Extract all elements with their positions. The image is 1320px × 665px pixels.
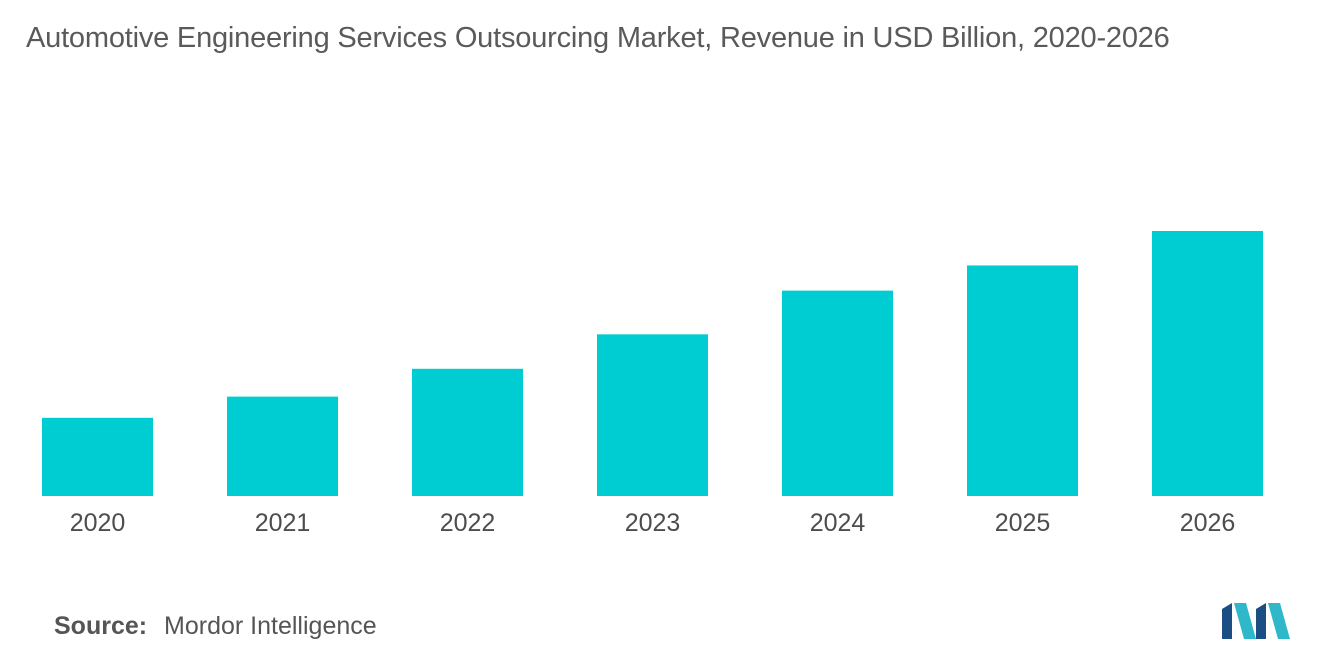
chart-title: Automotive Engineering Services Outsourc…: [26, 22, 1170, 54]
x-tick-label-2021: 2021: [255, 509, 311, 537]
source-label: Source:: [54, 612, 148, 640]
source-value: Mordor Intelligence: [164, 612, 377, 640]
x-tick-label-2025: 2025: [995, 509, 1051, 537]
bar-2024: [782, 290, 893, 496]
bar-2022: [412, 368, 523, 496]
bar-2023: [597, 334, 708, 496]
x-tick-label-2022: 2022: [440, 509, 496, 537]
bar-2020: [42, 417, 153, 496]
bar-2021: [227, 396, 338, 496]
x-tick-label-2024: 2024: [810, 509, 866, 537]
bar-2025: [967, 265, 1078, 496]
x-tick-label-2023: 2023: [625, 509, 681, 537]
x-tick-label-2020: 2020: [70, 509, 126, 537]
x-tick-label-2026: 2026: [1180, 509, 1236, 537]
bar-2026: [1152, 231, 1263, 496]
bar-chart: 2020 2021 2022 2023 2024 2025 2026: [42, 231, 1263, 537]
source-note: Source: Mordor Intelligence: [54, 612, 377, 641]
mordor-intelligence-logo-icon: [1222, 603, 1290, 639]
